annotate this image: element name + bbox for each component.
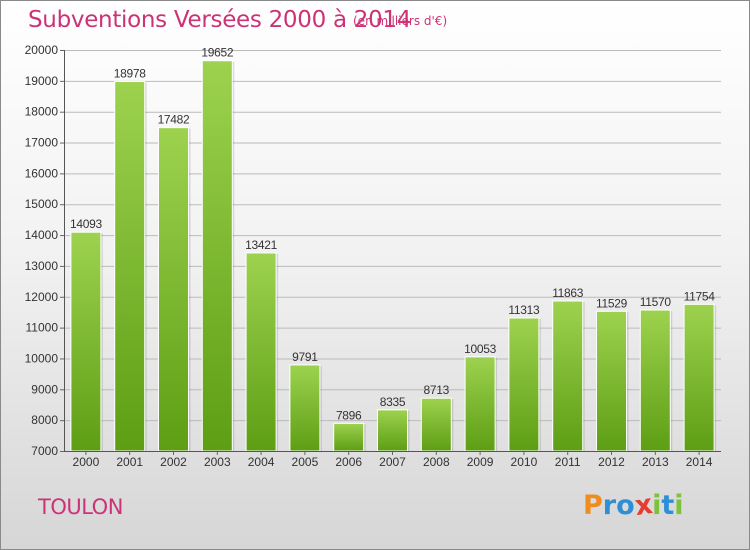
commune-name: TOULON — [38, 495, 123, 519]
bar-2009 — [464, 356, 496, 452]
data-label: 10053 — [464, 342, 496, 356]
data-label: 14093 — [70, 217, 102, 231]
logo-letter: i — [674, 490, 684, 521]
x-tick-label: 2011 — [555, 455, 581, 469]
bar-2013 — [639, 309, 671, 452]
logo-letter: r — [602, 490, 617, 521]
x-tick-label: 2007 — [379, 455, 406, 469]
y-tick-label: 19000 — [25, 74, 59, 88]
y-tick-label: 20000 — [25, 43, 59, 57]
data-label: 11570 — [640, 295, 672, 309]
x-tick-label: 2013 — [642, 455, 669, 469]
data-label: 19652 — [201, 46, 233, 60]
y-tick-label: 14000 — [25, 228, 59, 242]
chart-subtitle: (en milliers d'€) — [353, 14, 448, 28]
proxiti-logo[interactable]: Proxiti — [583, 488, 684, 523]
bar-2008 — [420, 397, 452, 452]
y-tick-label: 10000 — [25, 351, 59, 365]
bars — [70, 60, 717, 452]
bar-2001 — [114, 81, 146, 452]
logo-letter: i — [652, 490, 662, 521]
bar-2014 — [683, 303, 715, 452]
y-tick-label: 18000 — [25, 105, 59, 119]
chart-title: Subventions Versées 2000 à 2014 — [28, 7, 412, 33]
x-tick-label: 2004 — [248, 455, 275, 469]
data-label: 8713 — [424, 383, 450, 397]
x-tick-label: 2003 — [204, 455, 231, 469]
bar-2006 — [333, 422, 365, 452]
data-label: 8335 — [380, 395, 406, 409]
y-tick-label: 12000 — [25, 290, 59, 304]
data-label: 11313 — [508, 303, 540, 317]
bar-2002 — [158, 127, 189, 452]
logo-letter: P — [583, 490, 603, 521]
x-tick-label: 2009 — [467, 455, 494, 469]
x-tick-label: 2006 — [335, 455, 362, 469]
data-label: 11754 — [684, 289, 716, 303]
x-tick-label: 2000 — [73, 455, 100, 469]
y-tick-label: 16000 — [25, 166, 59, 180]
data-label: 11529 — [596, 296, 628, 310]
x-axis-ticks: 2000 2001 2002 2003 2004 2005 2006 2007 2008 2009… — [73, 451, 713, 469]
data-label: 17482 — [158, 113, 190, 127]
y-tick-label: 9000 — [31, 382, 58, 396]
logo-letter: t — [661, 490, 675, 521]
y-tick-label: 11000 — [26, 321, 59, 335]
x-tick-label: 2012 — [598, 455, 625, 469]
y-tick-label: 15000 — [25, 197, 59, 211]
logo-letter: o — [616, 490, 635, 521]
x-tick-label: 2008 — [423, 455, 450, 469]
bar-2007 — [377, 409, 408, 452]
data-labels: 14093 18978 17482 19652 13421 9791 7896 8335 871… — [70, 46, 716, 423]
y-tick-label: 8000 — [31, 413, 58, 427]
bar-2012 — [596, 310, 627, 452]
x-tick-label: 2001 — [116, 455, 143, 469]
bar-2004 — [245, 252, 277, 452]
bar-2005 — [289, 364, 321, 452]
bar-2003 — [201, 60, 233, 452]
x-tick-label: 2010 — [511, 455, 538, 469]
data-label: 18978 — [114, 67, 146, 81]
bar-2011 — [552, 300, 584, 452]
x-tick-label: 2014 — [686, 455, 713, 469]
y-tick-label: 13000 — [25, 259, 59, 273]
x-tick-label: 2005 — [292, 455, 319, 469]
y-axis-ticks: 7000 8000 9000 10000 11000 12000 13000 14000 150… — [25, 43, 64, 458]
data-label: 7896 — [336, 408, 362, 422]
data-label: 9791 — [292, 350, 318, 364]
y-tick-label: 7000 — [31, 444, 58, 458]
bar-2010 — [508, 317, 540, 452]
data-label: 13421 — [245, 238, 277, 252]
y-tick-label: 17000 — [25, 136, 59, 150]
x-tick-label: 2002 — [160, 455, 187, 469]
logo-letter: x — [632, 488, 655, 523]
axes — [64, 50, 721, 452]
bar-2000 — [70, 231, 102, 452]
data-label: 11863 — [552, 286, 584, 300]
